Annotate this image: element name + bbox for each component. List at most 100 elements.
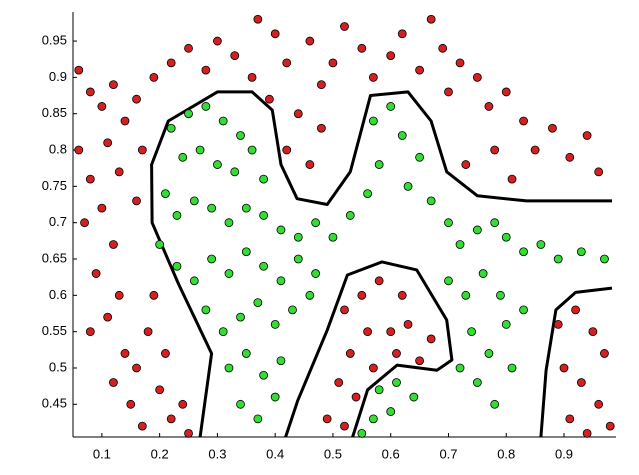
point: [224, 269, 234, 278]
point: [201, 65, 211, 75]
point: [397, 131, 407, 140]
point: [74, 145, 84, 155]
decision-boundary: [284, 260, 454, 438]
point: [97, 102, 107, 111]
point: [455, 58, 465, 68]
point: [132, 363, 141, 373]
point: [374, 276, 384, 286]
y-tick-label: 0.9: [49, 69, 67, 84]
point: [126, 399, 136, 409]
point: [496, 290, 505, 300]
point: [363, 189, 373, 199]
point: [368, 72, 378, 82]
y-tick-label: 0.55: [42, 323, 67, 338]
decision-boundary: [539, 286, 613, 438]
point: [259, 174, 269, 184]
point: [270, 29, 280, 39]
y-tick-label: 0.8: [49, 141, 67, 156]
point: [444, 218, 453, 228]
point: [85, 327, 95, 337]
point: [426, 14, 436, 24]
point: [184, 43, 193, 53]
point: [576, 378, 586, 387]
point: [276, 276, 286, 286]
point: [236, 131, 245, 140]
point: [132, 94, 141, 104]
point: [374, 385, 384, 395]
point: [455, 363, 465, 373]
point: [166, 414, 176, 424]
x-tick-label: 0.2: [151, 446, 169, 461]
point: [253, 414, 263, 424]
point: [438, 43, 448, 53]
point: [565, 152, 575, 162]
point: [213, 160, 222, 169]
point: [340, 22, 349, 31]
x-tick-label: 0.3: [208, 446, 226, 461]
point: [305, 160, 315, 169]
point: [403, 181, 413, 191]
point: [195, 145, 205, 155]
y-tick-label: 0.5: [49, 359, 67, 374]
point: [241, 247, 251, 257]
point: [472, 72, 482, 82]
point: [322, 414, 332, 424]
point: [253, 14, 263, 24]
point: [530, 145, 540, 155]
point: [201, 305, 211, 315]
point: [120, 116, 130, 126]
point: [484, 349, 494, 358]
point: [282, 145, 292, 155]
point: [368, 116, 378, 126]
point: [340, 305, 349, 315]
point: [600, 254, 609, 264]
point: [374, 160, 384, 169]
point: [548, 123, 557, 133]
point: [311, 218, 321, 228]
point: [484, 102, 494, 111]
point: [109, 378, 118, 387]
point: [259, 211, 269, 220]
point: [293, 254, 303, 264]
point: [565, 414, 575, 424]
point: [386, 51, 396, 60]
point: [85, 87, 95, 97]
point: [155, 385, 165, 395]
point: [553, 319, 563, 329]
point: [357, 290, 367, 300]
point: [386, 407, 396, 416]
point: [357, 43, 367, 53]
point: [478, 269, 488, 278]
point: [397, 29, 407, 39]
point: [409, 392, 419, 402]
point: [74, 65, 84, 75]
point: [392, 349, 401, 358]
point: [178, 399, 188, 409]
point: [368, 363, 378, 373]
point: [605, 421, 615, 431]
point: [501, 319, 511, 329]
point: [166, 58, 176, 68]
x-tick-label: 0.6: [382, 446, 400, 461]
point: [461, 160, 471, 169]
point: [576, 247, 586, 257]
point: [149, 72, 159, 82]
point: [351, 392, 361, 402]
point: [345, 349, 355, 358]
point: [490, 399, 500, 409]
point: [316, 80, 326, 90]
point: [426, 334, 436, 344]
point: [588, 327, 598, 337]
point: [501, 232, 511, 242]
point: [282, 58, 292, 68]
point: [340, 421, 349, 431]
y-tick-label: 0.7: [49, 214, 67, 229]
x-tick-label: 0.8: [497, 446, 515, 461]
point: [559, 363, 569, 373]
point: [184, 428, 193, 438]
point: [178, 152, 188, 162]
point: [143, 327, 153, 337]
point: [403, 319, 413, 329]
x-tick-label: 0.5: [324, 446, 342, 461]
point: [392, 378, 401, 387]
